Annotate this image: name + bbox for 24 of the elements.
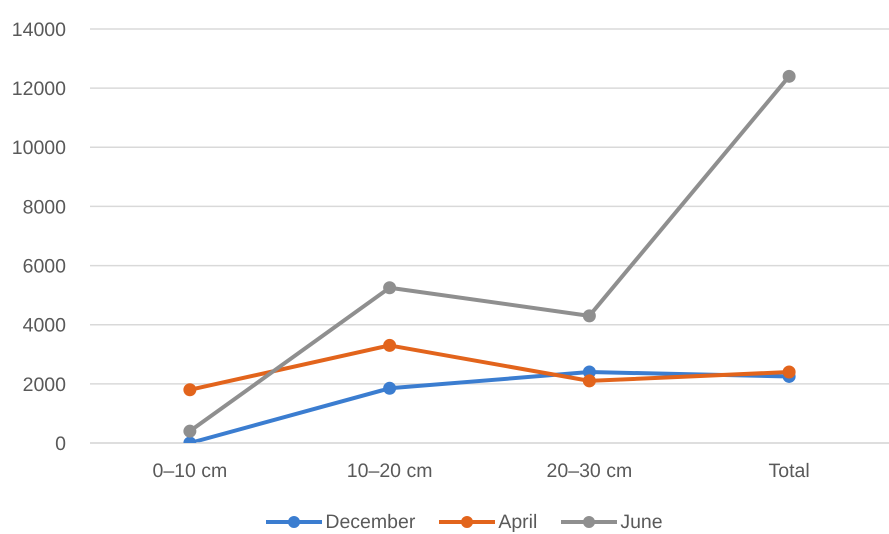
legend-label: December <box>325 510 416 534</box>
y-tick-label: 10000 <box>12 137 66 160</box>
point <box>383 281 396 294</box>
y-tick-label: 12000 <box>12 78 66 100</box>
x-tick-label: Total <box>768 460 810 482</box>
y-tick-label: 8000 <box>22 196 66 218</box>
point <box>582 309 596 322</box>
point <box>383 338 396 352</box>
point <box>183 383 196 396</box>
point <box>782 70 796 83</box>
y-tick-label: 2000 <box>22 374 66 396</box>
y-tick-label: 6000 <box>22 255 66 278</box>
legend-label: June <box>620 510 663 534</box>
y-tick-label: 4000 <box>22 314 66 337</box>
x-tick-label: 20–30 cm <box>546 460 632 482</box>
legend-label: April <box>498 510 538 534</box>
x-tick-label: 10–20 cm <box>346 460 432 482</box>
point <box>183 424 196 438</box>
x-tick-label: 0–10 cm <box>152 460 228 482</box>
y-tick-label: 14000 <box>12 18 66 41</box>
point <box>782 366 796 379</box>
y-tick-label: 0 <box>55 432 66 455</box>
point <box>383 382 396 395</box>
point <box>582 374 596 388</box>
